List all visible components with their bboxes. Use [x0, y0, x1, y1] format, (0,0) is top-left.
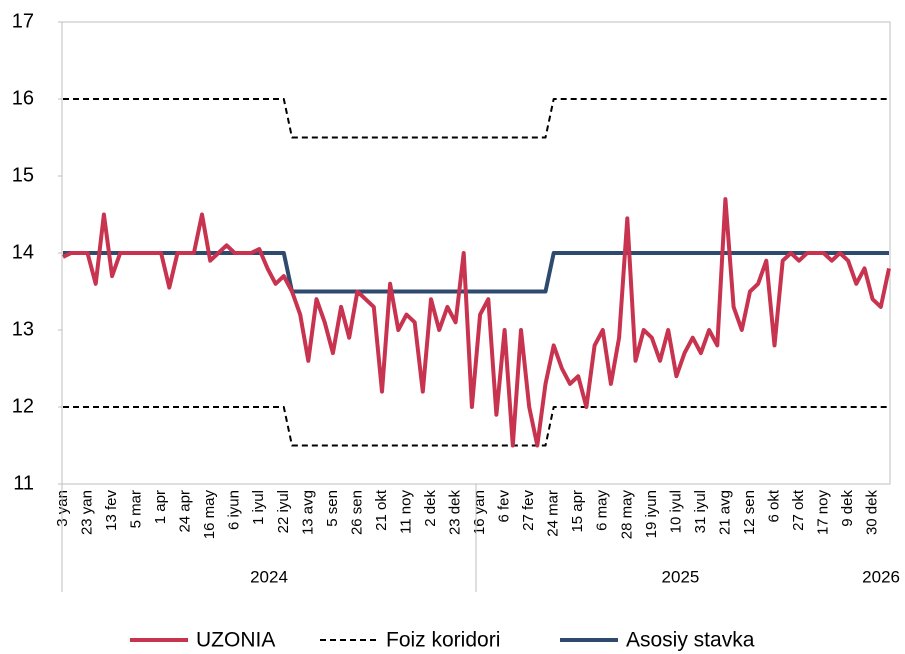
legend-label: UZONIA	[196, 629, 275, 652]
y-tick-label: 17	[12, 10, 34, 32]
x-tick-label: 28 may	[618, 490, 635, 540]
y-tick-label: 11	[13, 472, 34, 494]
x-tick-label: 31 iyul	[692, 490, 709, 533]
x-tick-label: 11 noy	[397, 490, 414, 534]
x-tick-label: 23 yan	[79, 490, 96, 535]
x-tick-label: 1 iyul	[250, 490, 267, 525]
x-tick-label: 21 avg	[716, 490, 733, 535]
x-tick-label: 21 okt	[373, 489, 390, 531]
x-tick-label: 24 mar	[545, 490, 562, 537]
x-tick-label: 2 dek	[422, 490, 439, 527]
x-tick-label: 19 iyun	[643, 490, 660, 538]
y-tick-label: 15	[12, 164, 34, 186]
x-tick-label: 5 sen	[324, 490, 341, 527]
x-tick-label: 26 sen	[348, 490, 365, 535]
y-tick-label: 14	[12, 241, 34, 263]
group-label: 2026	[862, 567, 900, 586]
x-tick-label: 6 okt	[765, 489, 782, 522]
series-line	[63, 406, 889, 447]
x-tick-label: 9 dek	[839, 490, 856, 527]
x-tick-label: 6 iyun	[226, 490, 243, 530]
x-tick-label: 23 dek	[447, 490, 464, 536]
x-tick-label: 16 may	[201, 490, 218, 540]
group-label: 2025	[662, 567, 700, 586]
legend-label: Foiz koridori	[386, 629, 500, 652]
x-tick-label: 1 apr	[152, 490, 169, 524]
x-tick-label: 30 dek	[864, 490, 881, 536]
x-tick-label: 22 iyul	[275, 490, 292, 533]
y-tick-label: 16	[12, 87, 34, 109]
x-tick-label: 10 iyul	[667, 490, 684, 533]
series-line	[63, 98, 889, 139]
y-tick-label: 12	[12, 395, 34, 417]
legend-label: Asosiy stavka	[626, 629, 755, 652]
x-tick-label: 24 apr	[177, 490, 194, 533]
x-tick-label: 5 mar	[128, 490, 145, 528]
x-tick-label: 12 sen	[741, 490, 758, 535]
series-line	[63, 251, 889, 294]
x-tick-label: 13 avg	[299, 490, 316, 535]
group-label: 2024	[250, 567, 288, 586]
x-tick-label: 27 okt	[790, 489, 807, 531]
x-tick-label: 16 yan	[471, 490, 488, 535]
x-tick-label: 6 fev	[496, 490, 513, 523]
series-line	[62, 197, 891, 448]
y-tick-label: 13	[12, 318, 34, 340]
x-tick-label: 15 apr	[569, 490, 586, 533]
x-tick-label: 27 fev	[520, 490, 537, 531]
x-tick-label: 13 fev	[103, 490, 120, 531]
x-tick-label: 6 may	[594, 490, 611, 531]
x-tick-label: 17 noy	[815, 490, 832, 536]
